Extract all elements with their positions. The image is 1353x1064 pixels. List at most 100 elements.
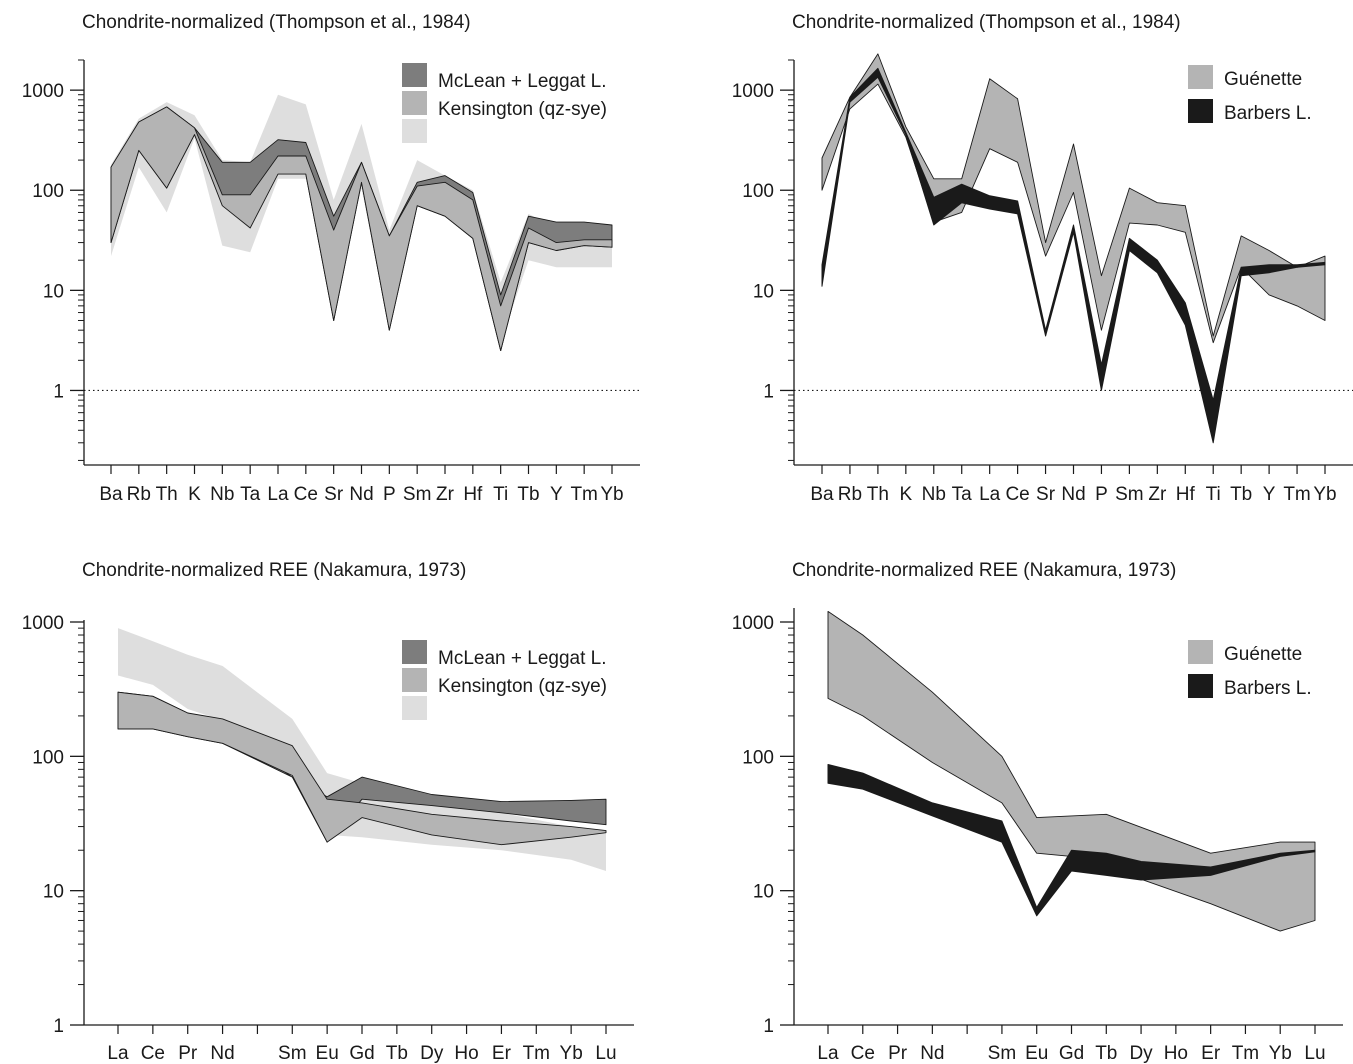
x-tick-label-sm: Sm — [403, 484, 432, 505]
x-tick-label-tm: Tm — [523, 1043, 550, 1064]
legend-swatch-overlap — [402, 91, 427, 115]
series-band-overlap-2 — [117, 691, 607, 846]
x-tick-label-ti: Ti — [1206, 484, 1221, 505]
x-tick-label-rb: Rb — [127, 484, 151, 505]
legend-swatch-mclean-leggat-l — [402, 63, 427, 87]
x-tick-label-gd: Gd — [349, 1043, 374, 1064]
chart-title: Chondrite-normalized REE (Nakamura, 1973… — [792, 560, 1176, 581]
x-tick-label-th: Th — [156, 484, 178, 505]
x-tick-label-ce: Ce — [141, 1043, 165, 1064]
y-tick-label: 1000 — [22, 613, 64, 634]
y-tick-label: 100 — [32, 747, 64, 768]
x-tick-label-k: K — [899, 484, 912, 505]
legend-swatch-barbers-l — [1188, 99, 1213, 123]
x-tick-label-zr: Zr — [1148, 484, 1167, 505]
series-band-kensington-qz-sye — [118, 628, 606, 871]
spider-diagram-guenette-barbers: Chondrite-normalized (Thompson et al., 1… — [732, 12, 1353, 505]
x-tick-label-ta: Ta — [952, 484, 973, 505]
series-band-gu-nette — [827, 610, 1316, 932]
legend-swatch-mclean-leggat-l — [402, 640, 427, 664]
y-tick-label: 1000 — [732, 613, 774, 634]
legend-swatch-kensington-qz-sye — [402, 696, 427, 720]
x-tick-label-la: La — [979, 484, 1001, 505]
x-tick-label-y: Y — [550, 484, 563, 505]
x-tick-label-tm: Tm — [1283, 484, 1310, 505]
x-tick-label-eu: Eu — [1025, 1043, 1048, 1064]
x-tick-label-hf: Hf — [1176, 484, 1196, 505]
legend-label-barbers-l: Barbers L. — [1224, 678, 1312, 699]
ree-diagram-guenette-barbers: Chondrite-normalized REE (Nakamura, 1973… — [732, 560, 1343, 1064]
x-tick-label-ce: Ce — [1005, 484, 1029, 505]
x-tick-label-lu: Lu — [1304, 1043, 1325, 1064]
x-tick-label-p: P — [383, 484, 396, 505]
x-tick-label-sr: Sr — [324, 484, 344, 505]
x-tick-label-ho: Ho — [454, 1043, 478, 1064]
x-tick-label-tb: Tb — [1230, 484, 1252, 505]
x-tick-label-tb: Tb — [517, 484, 539, 505]
y-tick-label: 100 — [32, 181, 64, 202]
legend-label-gu-nette: Guénette — [1224, 644, 1302, 665]
x-tick-label-er: Er — [1201, 1043, 1221, 1064]
y-tick-label: 10 — [43, 882, 64, 903]
legend-label-barbers-l: Barbers L. — [1224, 103, 1312, 124]
legend-label-mclean-leggat-l: McLean + Leggat L. — [438, 648, 607, 669]
x-tick-label-ba: Ba — [810, 484, 834, 505]
x-tick-label-p: P — [1095, 484, 1108, 505]
x-tick-label-yb: Yb — [600, 484, 623, 505]
legend-swatch-kensington-qz-sye — [402, 119, 427, 143]
y-tick-label: 10 — [753, 281, 774, 302]
x-tick-label-ce: Ce — [851, 1043, 875, 1064]
x-tick-label-sm: Sm — [988, 1043, 1017, 1064]
x-tick-label-eu: Eu — [316, 1043, 339, 1064]
x-tick-label-th: Th — [867, 484, 889, 505]
y-tick-label: 10 — [753, 882, 774, 903]
x-tick-label-ba: Ba — [99, 484, 123, 505]
chart-title: Chondrite-normalized REE (Nakamura, 1973… — [82, 560, 466, 581]
legend-swatch-barbers-l — [1188, 674, 1213, 698]
legend-label-kensington-qz-sye: Kensington (qz-sye) — [438, 99, 607, 120]
x-tick-label-sr: Sr — [1036, 484, 1056, 505]
x-tick-label-yb: Yb — [560, 1043, 583, 1064]
x-tick-label-nd: Nd — [349, 484, 373, 505]
x-tick-label-sm: Sm — [1115, 484, 1144, 505]
series-band-gu-nette — [821, 53, 1326, 344]
x-tick-label-nd: Nd — [210, 1043, 234, 1064]
x-tick-label-tb: Tb — [1095, 1043, 1117, 1064]
y-tick-label: 1 — [763, 381, 774, 402]
x-tick-label-yb: Yb — [1313, 484, 1336, 505]
series-band-overlap-2 — [110, 106, 613, 352]
legend-swatch-gu-nette — [1188, 65, 1213, 89]
y-tick-label: 1 — [53, 381, 64, 402]
x-tick-label-la: La — [817, 1043, 839, 1064]
legend-swatch-overlap — [402, 668, 427, 692]
x-tick-label-pr: Pr — [888, 1043, 908, 1064]
legend-label-kensington-qz-sye: Kensington (qz-sye) — [438, 676, 607, 697]
legend-label-gu-nette: Guénette — [1224, 69, 1302, 90]
series-band-barbers-l — [821, 67, 1326, 444]
x-tick-label-la: La — [107, 1043, 129, 1064]
x-tick-label-la: La — [267, 484, 289, 505]
x-tick-label-yb: Yb — [1269, 1043, 1292, 1064]
x-tick-label-y: Y — [1263, 484, 1276, 505]
x-tick-label-nb: Nb — [922, 484, 946, 505]
y-tick-label: 1 — [53, 1016, 64, 1037]
y-tick-label: 1 — [763, 1016, 774, 1037]
x-tick-label-dy: Dy — [1129, 1043, 1153, 1064]
y-tick-label: 100 — [742, 181, 774, 202]
spider-diagram-mclean-kensington: Chondrite-normalized (Thompson et al., 1… — [22, 12, 642, 505]
x-tick-label-lu: Lu — [595, 1043, 616, 1064]
chart-title: Chondrite-normalized (Thompson et al., 1… — [792, 12, 1181, 33]
x-tick-label-ti: Ti — [493, 484, 508, 505]
x-tick-label-sm: Sm — [278, 1043, 307, 1064]
x-tick-label-nd: Nd — [1061, 484, 1085, 505]
x-tick-label-k: K — [188, 484, 201, 505]
x-tick-label-pr: Pr — [178, 1043, 198, 1064]
y-tick-label: 100 — [742, 747, 774, 768]
x-tick-label-dy: Dy — [420, 1043, 444, 1064]
legend-label-mclean-leggat-l: McLean + Leggat L. — [438, 71, 607, 92]
x-tick-label-hf: Hf — [463, 484, 483, 505]
y-tick-label: 1000 — [22, 81, 64, 102]
x-tick-label-rb: Rb — [838, 484, 862, 505]
x-tick-label-gd: Gd — [1059, 1043, 1084, 1064]
